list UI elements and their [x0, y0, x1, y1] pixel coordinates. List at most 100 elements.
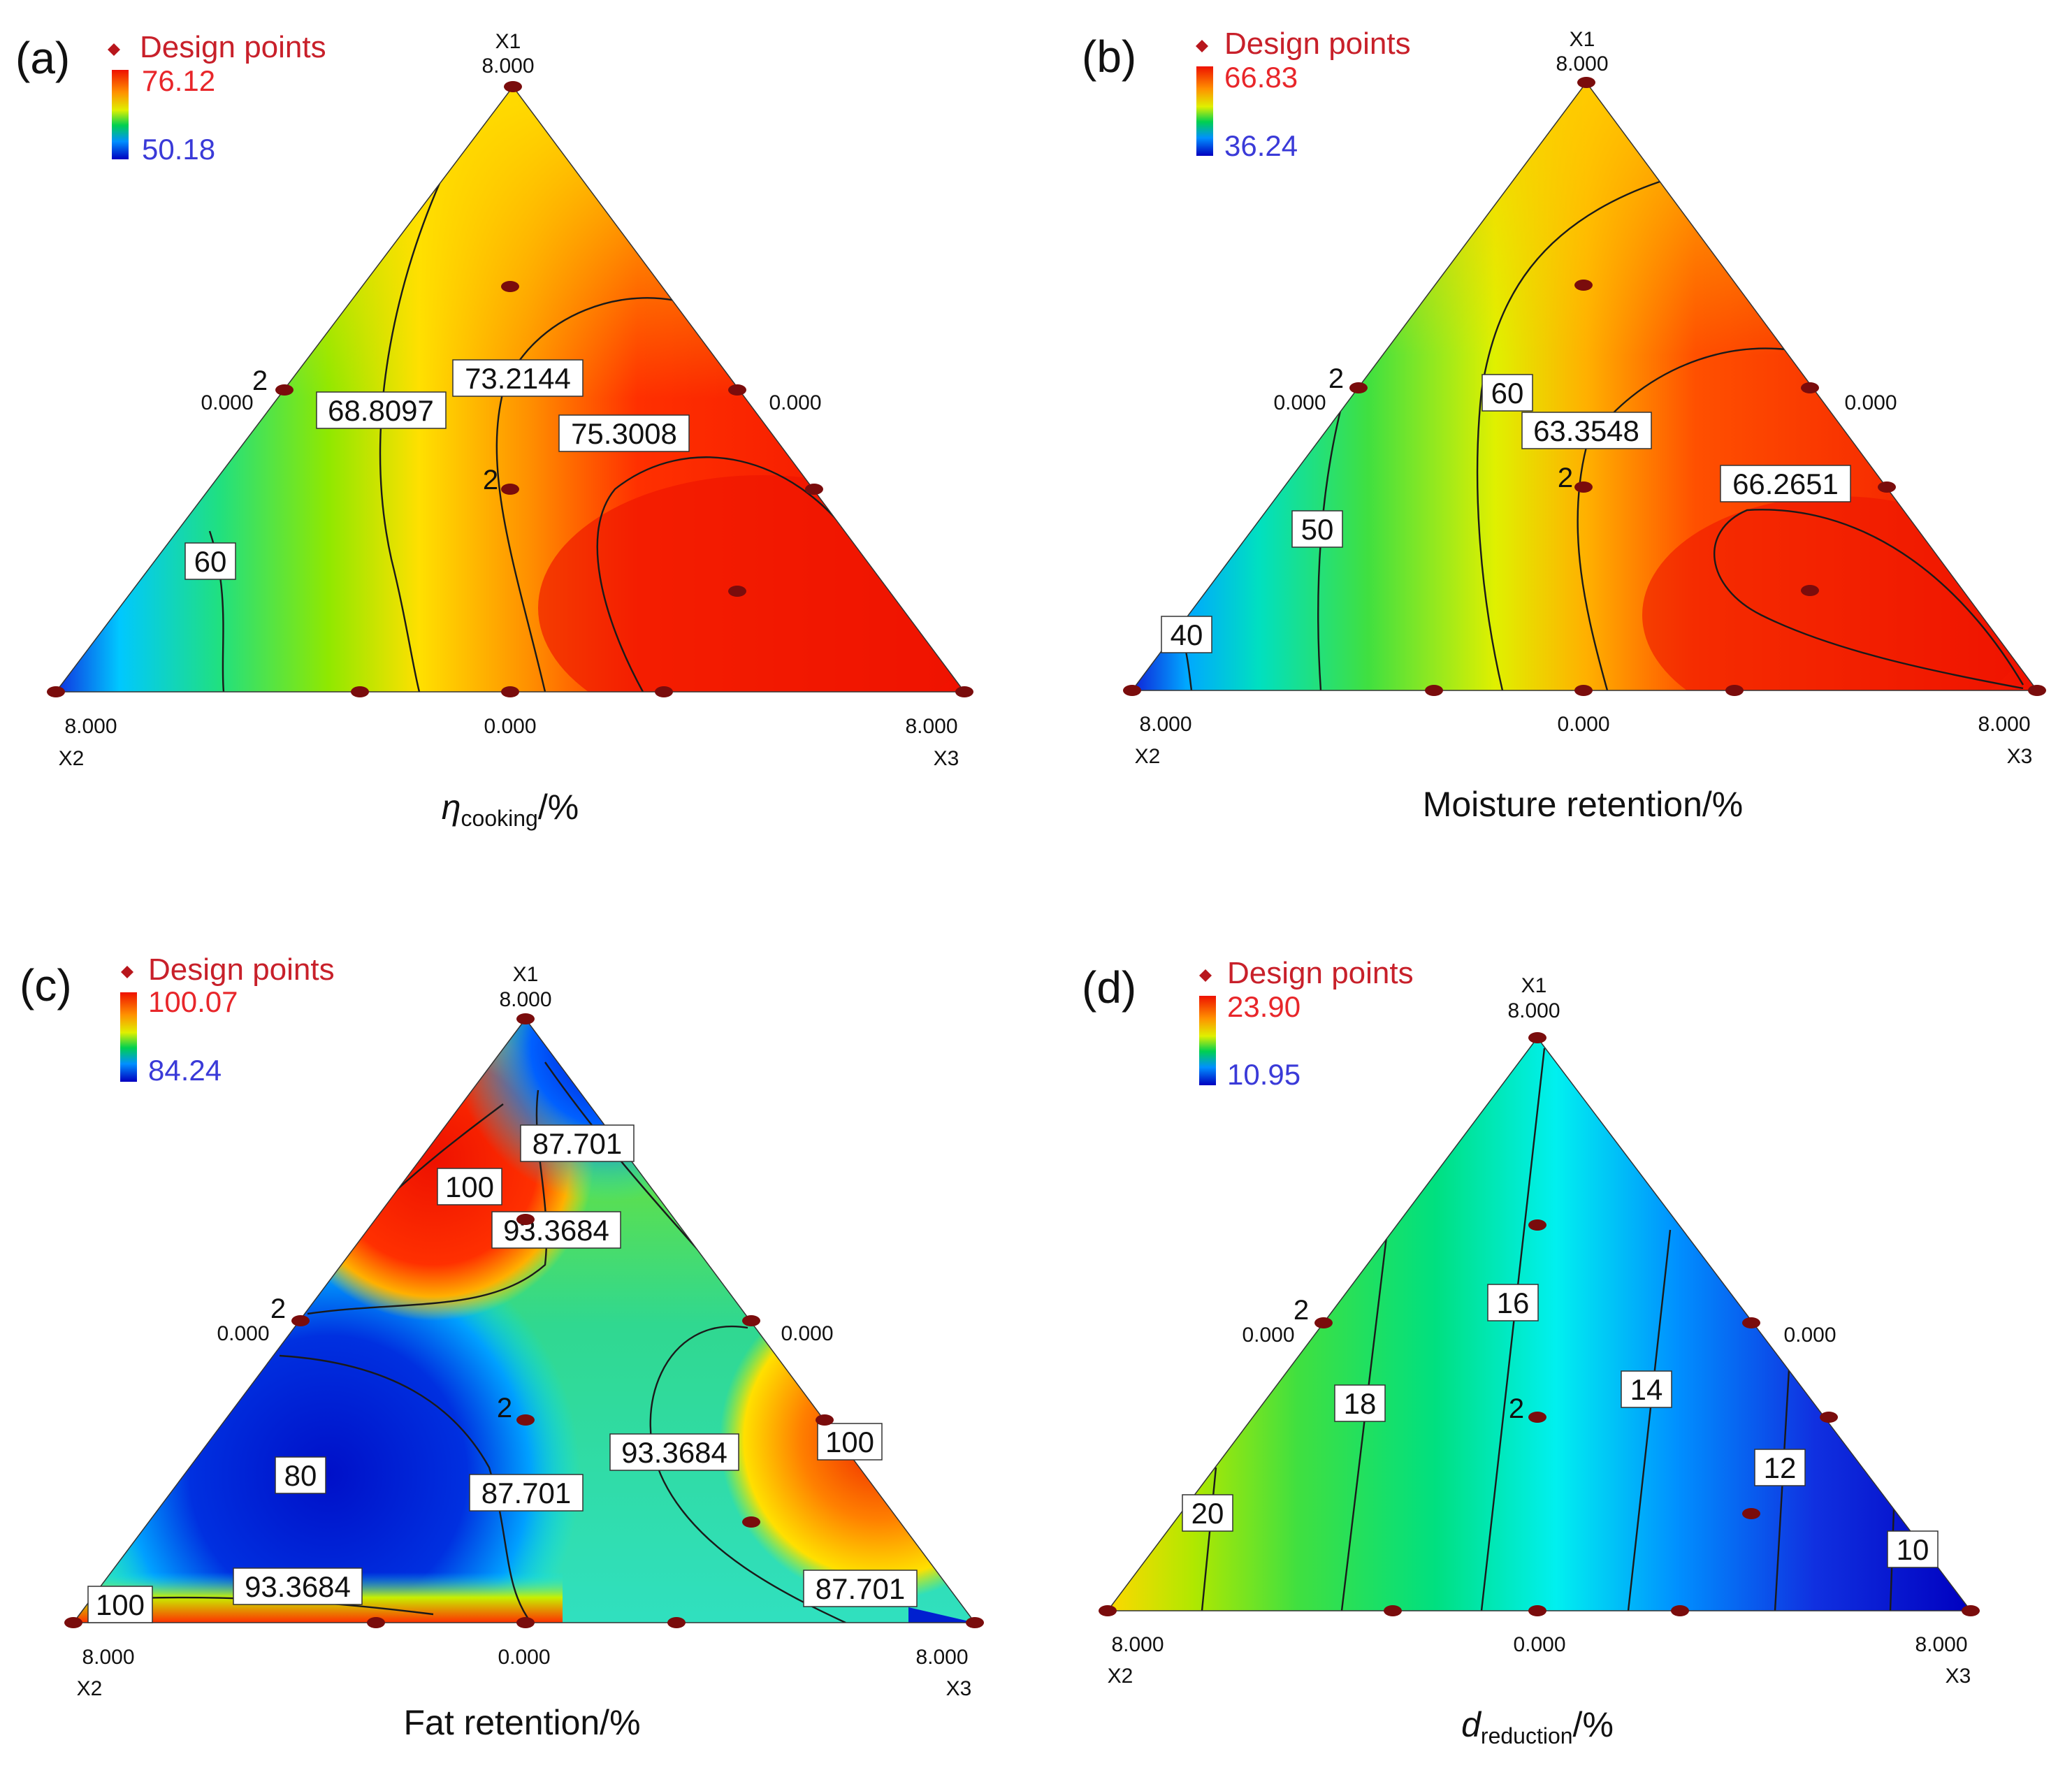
- svg-text:87.701: 87.701: [533, 1127, 622, 1160]
- contour-label: 73.2144: [452, 359, 584, 397]
- design-point: [655, 686, 673, 697]
- svg-text:60: 60: [1491, 377, 1524, 410]
- vertex-top-value: 8.000: [1507, 999, 1560, 1022]
- left-edge-value: 0.000: [217, 1322, 269, 1345]
- design-point: [1528, 1219, 1546, 1231]
- contour-label: 18: [1334, 1384, 1386, 1422]
- vertex-right-value: 8.000: [915, 1646, 968, 1669]
- contour-labels: 60 68.8097 73.2144 75.3008: [184, 359, 690, 580]
- vertex-left-value: 8.000: [1111, 1633, 1164, 1656]
- panel-label: (b): [1082, 31, 1136, 82]
- design-point: [1528, 1412, 1546, 1423]
- design-point: [291, 1315, 310, 1326]
- contour-labels: 40 50 60 63.3548 66.2651: [1161, 374, 1851, 653]
- design-point: [501, 686, 519, 697]
- svg-text:63.3548: 63.3548: [1533, 414, 1639, 447]
- replicate-mark: 2: [1328, 363, 1344, 394]
- color-scale-bar: [112, 70, 129, 159]
- design-point: [1820, 1412, 1838, 1423]
- contour-label: 100: [817, 1423, 883, 1461]
- contour-label: 50: [1291, 510, 1343, 548]
- bottom-edge-value: 0.000: [484, 715, 536, 738]
- left-edge-value: 0.000: [201, 391, 253, 414]
- legend-min: 84.24: [148, 1054, 222, 1087]
- legend-title: Design points: [148, 952, 335, 987]
- design-point: [742, 1315, 760, 1326]
- design-point: [1574, 685, 1593, 696]
- replicate-mark: 2: [497, 1393, 512, 1423]
- contour-label: 20: [1182, 1494, 1233, 1532]
- vertex-top-label: X1: [513, 963, 539, 986]
- design-point: [1574, 481, 1593, 493]
- left-edge-value: 0.000: [1273, 391, 1326, 414]
- design-point: [1384, 1605, 1402, 1616]
- design-point: [504, 81, 522, 92]
- legend: Design points 23.90 10.95: [1199, 956, 1414, 1091]
- contour-label: 75.3008: [558, 414, 690, 452]
- design-point: [1725, 685, 1744, 696]
- design-point: [742, 1516, 760, 1528]
- right-edge-value: 0.000: [769, 391, 821, 414]
- color-scale-bar: [120, 992, 137, 1082]
- design-point: [516, 1013, 535, 1024]
- vertex-left-label: X2: [1108, 1665, 1133, 1688]
- design-point: [955, 686, 973, 697]
- right-edge-value: 0.000: [1783, 1324, 1836, 1347]
- svg-text:80: 80: [284, 1459, 317, 1492]
- vertex-left-label: X2: [1135, 745, 1161, 768]
- legend-min: 50.18: [142, 133, 215, 166]
- replicate-mark: 2: [1558, 463, 1573, 493]
- contour-labels: 16 18 14 12 20 10: [1182, 1284, 1939, 1568]
- replicate-mark: 2: [483, 465, 498, 495]
- legend-title: Design points: [1224, 27, 1411, 61]
- design-point: [1801, 585, 1819, 596]
- design-points: [1123, 77, 2046, 696]
- design-point: [1962, 1605, 1980, 1616]
- design-point: [728, 384, 746, 396]
- legend-max: 100.07: [148, 985, 238, 1018]
- vertex-top-label: X1: [1570, 28, 1595, 51]
- vertex-right-label: X3: [1946, 1665, 1971, 1688]
- design-point-legend-icon: [121, 966, 133, 978]
- svg-text:12: 12: [1764, 1451, 1797, 1484]
- panel-a: (a) Design points 76.12 50.18 60: [15, 30, 973, 831]
- contour-label: 87.701: [803, 1570, 918, 1607]
- contour-line: [649, 1325, 846, 1623]
- design-point: [1742, 1508, 1760, 1519]
- replicate-mark: 2: [252, 365, 268, 396]
- design-point: [1528, 1032, 1546, 1043]
- svg-text:68.8097: 68.8097: [328, 394, 434, 427]
- contour-line: [1480, 1048, 1546, 1611]
- design-point: [516, 1214, 535, 1225]
- contour-surface: [1108, 1038, 1971, 1611]
- panel-b: (b) Design points 66.83 36.24 40: [1082, 27, 2046, 824]
- design-point: [728, 586, 746, 597]
- contour-surface: [56, 87, 964, 692]
- design-point: [1742, 1317, 1760, 1328]
- design-point: [64, 1617, 82, 1628]
- design-points: [47, 81, 973, 697]
- legend-max: 66.83: [1224, 61, 1298, 94]
- contour-line: [1476, 180, 1660, 690]
- svg-text:75.3008: 75.3008: [571, 417, 677, 450]
- legend-max: 76.12: [142, 64, 215, 97]
- design-point-legend-icon: [1199, 969, 1212, 982]
- vertex-right-value: 8.000: [905, 715, 957, 738]
- contour-label: 68.8097: [316, 391, 447, 429]
- contour-line: [1714, 509, 2024, 690]
- legend: Design points 66.83 36.24: [1196, 27, 1411, 162]
- design-point: [516, 1414, 535, 1426]
- legend-title: Design points: [1227, 956, 1414, 990]
- vertex-right-label: X3: [934, 747, 959, 770]
- vertex-left-label: X2: [59, 747, 85, 770]
- design-point-legend-icon: [108, 43, 120, 56]
- vertex-right-label: X3: [2007, 745, 2033, 768]
- vertex-left-value: 8.000: [64, 715, 117, 738]
- design-points: [64, 1013, 984, 1628]
- right-edge-value: 0.000: [781, 1322, 833, 1345]
- svg-text:87.701: 87.701: [481, 1477, 571, 1509]
- svg-text:66.2651: 66.2651: [1732, 468, 1839, 500]
- right-edge-value: 0.000: [1844, 391, 1897, 414]
- contour-label: 87.701: [469, 1474, 584, 1512]
- contour-line: [1774, 1369, 1790, 1611]
